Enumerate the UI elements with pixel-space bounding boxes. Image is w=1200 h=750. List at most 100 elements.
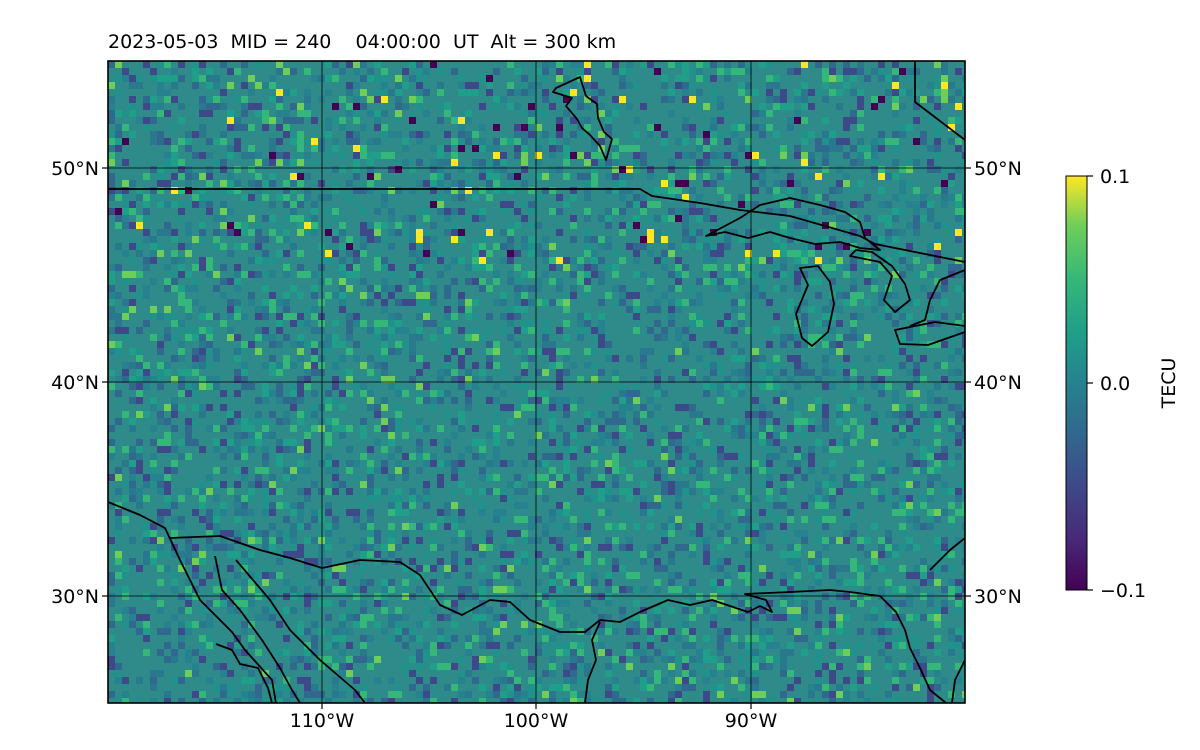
tec-cell xyxy=(815,145,822,152)
tec-cell xyxy=(836,341,843,348)
tec-cell xyxy=(619,173,626,180)
tec-cell xyxy=(430,642,437,649)
tec-cell xyxy=(934,341,941,348)
tec-cell xyxy=(780,264,787,271)
tec-cell xyxy=(668,229,675,236)
tec-cell xyxy=(290,285,297,292)
tec-cell xyxy=(829,383,836,390)
tec-cell xyxy=(675,698,682,703)
tec-cell xyxy=(885,628,892,635)
tec-cell xyxy=(682,89,689,96)
tec-cell xyxy=(220,208,227,215)
tec-cell xyxy=(136,453,143,460)
tec-cell xyxy=(402,642,409,649)
tec-cell xyxy=(269,411,276,418)
tec-cell xyxy=(451,635,458,642)
tec-cell xyxy=(325,698,332,703)
tec-cell xyxy=(423,593,430,600)
tec-cell xyxy=(521,327,528,334)
tec-cell xyxy=(878,390,885,397)
tec-cell xyxy=(808,467,815,474)
tec-cell xyxy=(157,411,164,418)
tec-cell xyxy=(598,649,605,656)
tec-cell xyxy=(703,215,710,222)
tec-cell xyxy=(255,698,262,703)
tec-cell xyxy=(227,565,234,572)
tec-cell xyxy=(962,341,965,348)
tec-cell xyxy=(668,670,675,677)
tec-cell xyxy=(311,327,318,334)
tec-cell xyxy=(717,96,724,103)
tec-cell xyxy=(619,299,626,306)
tec-cell xyxy=(395,313,402,320)
tec-cell xyxy=(815,677,822,684)
tec-cell xyxy=(899,131,906,138)
tec-cell xyxy=(234,572,241,579)
tec-cell xyxy=(108,348,115,355)
tec-cell xyxy=(535,82,542,89)
tec-cell xyxy=(283,110,290,117)
tec-cell xyxy=(948,593,955,600)
tec-cell xyxy=(801,222,808,229)
tec-cell xyxy=(836,565,843,572)
tec-cell xyxy=(164,166,171,173)
tec-cell xyxy=(941,565,948,572)
tec-cell xyxy=(206,474,213,481)
tec-cell xyxy=(766,572,773,579)
tec-cell xyxy=(941,446,948,453)
tec-cell xyxy=(514,89,521,96)
tec-cell xyxy=(367,75,374,82)
tec-cell xyxy=(955,663,962,670)
tec-cell xyxy=(892,61,899,68)
tec-cell xyxy=(206,103,213,110)
tec-cell xyxy=(297,446,304,453)
tec-cell xyxy=(689,670,696,677)
tec-cell xyxy=(290,474,297,481)
tec-cell xyxy=(570,656,577,663)
tec-cell xyxy=(514,152,521,159)
tec-cell xyxy=(304,152,311,159)
tec-cell xyxy=(843,152,850,159)
tec-cell xyxy=(535,173,542,180)
tec-cell xyxy=(416,292,423,299)
tec-cell xyxy=(752,201,759,208)
tec-cell xyxy=(570,236,577,243)
tec-cell xyxy=(507,320,514,327)
tec-cell xyxy=(675,215,682,222)
tec-cell xyxy=(787,642,794,649)
tec-cell xyxy=(584,698,591,703)
tec-cell xyxy=(668,656,675,663)
tec-cell xyxy=(871,383,878,390)
tec-cell xyxy=(528,453,535,460)
tec-cell xyxy=(346,509,353,516)
tec-cell xyxy=(535,369,542,376)
tec-cell xyxy=(633,222,640,229)
tec-cell xyxy=(465,180,472,187)
tec-cell xyxy=(269,537,276,544)
tec-cell xyxy=(150,467,157,474)
tec-cell xyxy=(836,628,843,635)
tec-cell xyxy=(395,166,402,173)
tec-cell xyxy=(934,684,941,691)
tec-cell xyxy=(199,481,206,488)
tec-cell xyxy=(703,502,710,509)
tec-cell xyxy=(241,467,248,474)
tec-cell xyxy=(584,467,591,474)
tec-cell xyxy=(556,96,563,103)
tec-cell xyxy=(759,103,766,110)
tec-cell xyxy=(948,138,955,145)
tec-cell xyxy=(668,320,675,327)
tec-cell xyxy=(591,152,598,159)
tec-cell xyxy=(941,341,948,348)
tec-cell xyxy=(374,530,381,537)
tec-cell xyxy=(402,229,409,236)
tec-cell xyxy=(710,656,717,663)
tec-cell xyxy=(535,537,542,544)
tec-cell xyxy=(108,313,115,320)
tec-cell xyxy=(675,271,682,278)
tec-cell xyxy=(941,96,948,103)
tec-cell xyxy=(535,642,542,649)
tec-cell xyxy=(136,467,143,474)
tec-cell xyxy=(829,446,836,453)
tec-cell xyxy=(346,334,353,341)
